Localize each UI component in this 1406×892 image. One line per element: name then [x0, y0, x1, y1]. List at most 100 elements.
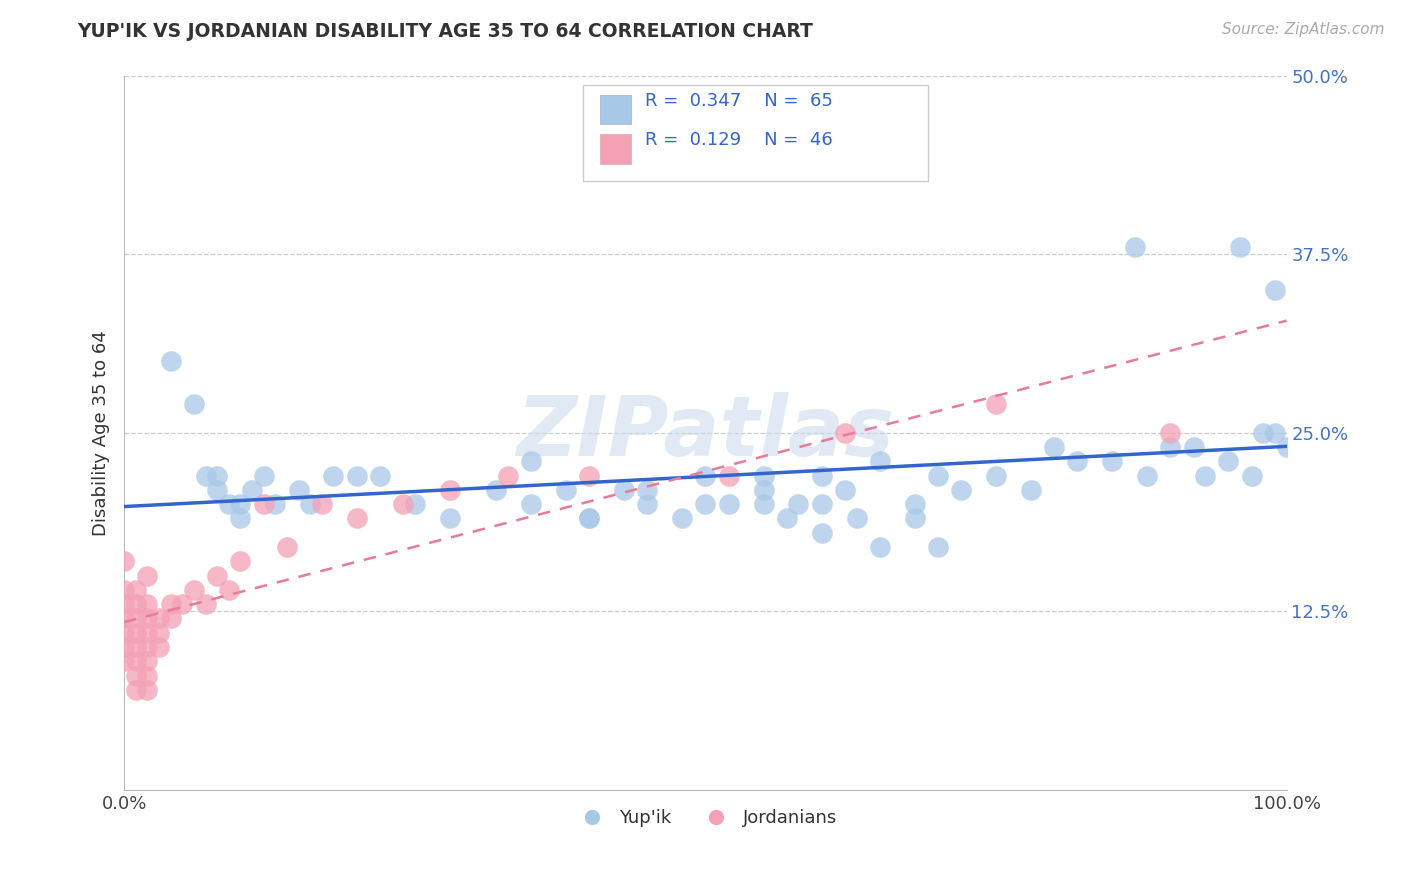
Point	[229, 511, 252, 525]
Point	[439, 483, 461, 497]
Point	[671, 511, 693, 525]
Point	[240, 483, 263, 497]
Point	[636, 497, 658, 511]
Text: Source: ZipAtlas.com: Source: ZipAtlas.com	[1222, 22, 1385, 37]
Point	[834, 483, 856, 497]
Point	[927, 468, 949, 483]
Point	[845, 511, 868, 525]
Point	[1275, 440, 1298, 454]
Point	[1264, 283, 1286, 297]
Point	[125, 640, 148, 654]
Point	[834, 425, 856, 440]
Point	[1240, 468, 1263, 483]
Point	[264, 497, 287, 511]
Point	[776, 511, 799, 525]
Point	[1101, 454, 1123, 468]
Point	[136, 597, 159, 611]
Point	[112, 554, 135, 568]
Point	[578, 511, 600, 525]
Point	[159, 611, 181, 625]
Text: R =  0.347    N =  65: R = 0.347 N = 65	[645, 92, 834, 110]
Legend: Yup'ik, Jordanians: Yup'ik, Jordanians	[567, 802, 845, 835]
Point	[287, 483, 309, 497]
Point	[299, 497, 322, 511]
Point	[1182, 440, 1205, 454]
Point	[148, 640, 170, 654]
Point	[112, 625, 135, 640]
Point	[112, 654, 135, 668]
Point	[520, 454, 543, 468]
Point	[1066, 454, 1088, 468]
Point	[496, 468, 519, 483]
Point	[148, 611, 170, 625]
Point	[950, 483, 973, 497]
Point	[787, 497, 810, 511]
Point	[520, 497, 543, 511]
Point	[404, 497, 426, 511]
Point	[1253, 425, 1275, 440]
Text: R =  0.129    N =  46: R = 0.129 N = 46	[645, 131, 834, 149]
Point	[346, 468, 368, 483]
Point	[695, 497, 717, 511]
Point	[904, 497, 927, 511]
Point	[752, 468, 775, 483]
Point	[810, 525, 832, 540]
Point	[1264, 425, 1286, 440]
Point	[984, 397, 1007, 411]
Point	[136, 568, 159, 582]
Point	[1159, 440, 1181, 454]
Point	[125, 611, 148, 625]
Point	[636, 483, 658, 497]
Point	[159, 354, 181, 368]
Point	[927, 540, 949, 554]
Point	[1019, 483, 1042, 497]
Point	[112, 582, 135, 597]
Point	[578, 468, 600, 483]
Y-axis label: Disability Age 35 to 64: Disability Age 35 to 64	[93, 330, 110, 535]
Point	[984, 468, 1007, 483]
Point	[148, 625, 170, 640]
Point	[392, 497, 415, 511]
Point	[136, 654, 159, 668]
Point	[869, 454, 891, 468]
Point	[810, 468, 832, 483]
Point	[717, 497, 740, 511]
Point	[136, 682, 159, 697]
Point	[346, 511, 368, 525]
Point	[1159, 425, 1181, 440]
Point	[578, 511, 600, 525]
Point	[136, 611, 159, 625]
Point	[485, 483, 508, 497]
Point	[205, 468, 228, 483]
Point	[125, 597, 148, 611]
Text: YUP'IK VS JORDANIAN DISABILITY AGE 35 TO 64 CORRELATION CHART: YUP'IK VS JORDANIAN DISABILITY AGE 35 TO…	[77, 22, 813, 41]
Point	[1043, 440, 1066, 454]
Point	[125, 625, 148, 640]
Point	[322, 468, 344, 483]
Point	[368, 468, 391, 483]
Point	[112, 597, 135, 611]
Point	[183, 397, 205, 411]
Point	[218, 497, 240, 511]
Point	[613, 483, 636, 497]
Point	[439, 511, 461, 525]
Point	[555, 483, 578, 497]
Point	[125, 654, 148, 668]
Point	[112, 611, 135, 625]
Point	[869, 540, 891, 554]
Point	[229, 554, 252, 568]
Point	[253, 497, 276, 511]
Point	[205, 568, 228, 582]
Point	[717, 468, 740, 483]
Point	[1194, 468, 1216, 483]
Point	[125, 682, 148, 697]
Point	[125, 668, 148, 682]
Point	[172, 597, 194, 611]
Text: ZIPatlas: ZIPatlas	[516, 392, 894, 474]
Point	[1125, 240, 1147, 254]
Point	[311, 497, 333, 511]
Point	[1218, 454, 1240, 468]
Point	[125, 582, 148, 597]
Point	[194, 468, 217, 483]
Point	[229, 497, 252, 511]
